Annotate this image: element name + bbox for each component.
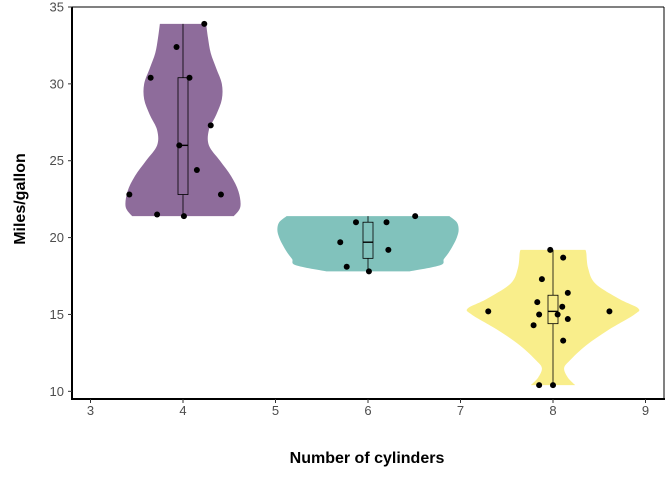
x-axis-title: Number of cylinders (290, 450, 445, 467)
point-cyl-6-5 (343, 263, 350, 270)
point-cyl-4-1 (173, 43, 180, 50)
point-cyl-8-8 (536, 311, 543, 318)
x-tick-label-7: 7 (457, 403, 464, 418)
x-tick-label-4: 4 (179, 403, 186, 418)
point-cyl-6-0 (412, 213, 419, 220)
violins-layer (125, 23, 640, 386)
points-layer (126, 20, 613, 389)
box-cyl-8 (547, 294, 559, 325)
point-cyl-8-12 (560, 337, 567, 344)
point-cyl-8-2 (538, 276, 545, 283)
violin-cyl-4 (125, 23, 241, 217)
point-cyl-8-4 (534, 299, 541, 306)
point-cyl-4-9 (154, 211, 161, 218)
point-cyl-8-7 (606, 308, 613, 315)
y-tick-label-30: 30 (50, 76, 64, 91)
x-tick-label-5: 5 (272, 403, 279, 418)
point-cyl-8-10 (564, 316, 571, 323)
point-cyl-4-10 (180, 213, 187, 220)
x-tick-label-8: 8 (549, 403, 556, 418)
box-cyl-4 (177, 77, 189, 195)
point-cyl-8-6 (485, 308, 492, 315)
point-cyl-8-14 (550, 382, 556, 389)
y-tick-label-10: 10 (50, 384, 64, 399)
y-tick-label-20: 20 (50, 230, 64, 245)
point-cyl-4-7 (126, 191, 133, 198)
violin-cyl-8 (466, 249, 640, 386)
violin-cyl-6 (277, 216, 459, 272)
point-cyl-6-4 (385, 246, 392, 253)
point-cyl-6-3 (337, 239, 344, 246)
point-cyl-4-6 (193, 166, 200, 173)
point-cyl-4-8 (217, 191, 224, 198)
y-tick-label-15: 15 (50, 307, 64, 322)
point-cyl-8-3 (564, 289, 571, 296)
point-cyl-6-6 (365, 268, 372, 275)
point-cyl-4-0 (201, 20, 208, 27)
y-tick-label-35: 35 (50, 0, 64, 15)
point-cyl-8-9 (554, 311, 561, 318)
y-tick-label-25: 25 (50, 153, 64, 168)
x-tick-label-9: 9 (642, 403, 649, 418)
point-cyl-6-1 (352, 219, 359, 226)
point-cyl-8-0 (547, 246, 554, 253)
boxplots-layer (177, 23, 559, 386)
x-tick-label-3: 3 (87, 403, 94, 418)
x-tick-label-6: 6 (364, 403, 371, 418)
y-axis-title: Miles/gallon (12, 153, 29, 245)
point-cyl-4-3 (147, 74, 154, 81)
point-cyl-8-1 (560, 254, 567, 261)
point-cyl-4-5 (176, 142, 183, 149)
point-cyl-8-13 (536, 382, 543, 389)
point-cyl-6-2 (383, 219, 390, 226)
ticks-layer: 3 4 5 6 7 8 9 10 15 20 25 30 35 (50, 0, 650, 418)
point-cyl-8-5 (559, 303, 566, 310)
box-cyl-6 (362, 221, 374, 259)
point-cyl-4-4 (207, 122, 214, 129)
point-cyl-8-11 (530, 322, 537, 329)
point-cyl-4-2 (186, 74, 193, 81)
